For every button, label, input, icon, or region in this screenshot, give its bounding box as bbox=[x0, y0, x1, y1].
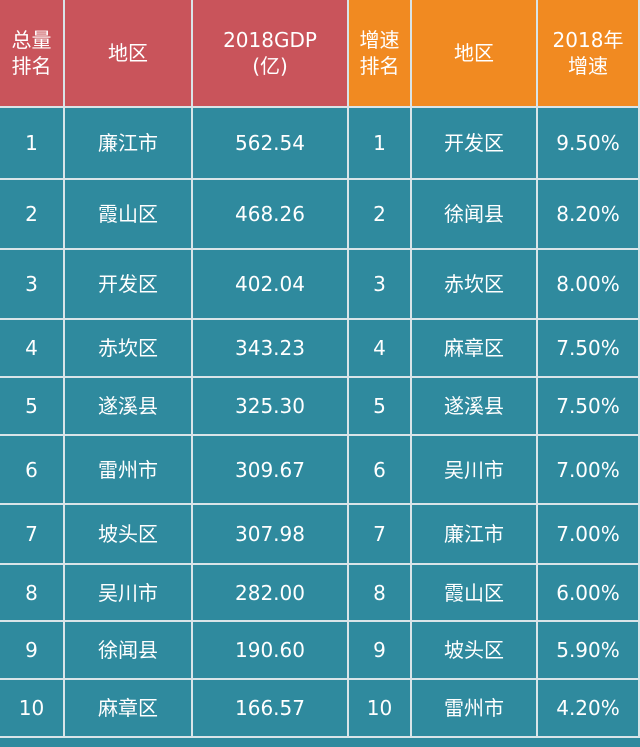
table-cell: 6.00% bbox=[538, 565, 640, 622]
table-cell: 4.20% bbox=[538, 680, 640, 738]
table-cell: 开发区 bbox=[412, 108, 538, 180]
table-cell: 7.50% bbox=[538, 320, 640, 378]
table-cell: 10 bbox=[349, 680, 412, 738]
table-cell: 遂溪县 bbox=[65, 378, 193, 436]
table-cell: 7.50% bbox=[538, 378, 640, 436]
table-cell: 7.00% bbox=[538, 505, 640, 565]
table-cell: 9 bbox=[0, 622, 65, 680]
table-cell: 徐闻县 bbox=[412, 180, 538, 250]
table-cell: 赤坎区 bbox=[65, 320, 193, 378]
table-cell: 9.50% bbox=[538, 108, 640, 180]
table-cell: 166.57 bbox=[193, 680, 349, 738]
table-cell: 廉江市 bbox=[412, 505, 538, 565]
table-cell: 468.26 bbox=[193, 180, 349, 250]
table-cell: 2 bbox=[349, 180, 412, 250]
header-cell: 2018GDP (亿) bbox=[193, 0, 349, 108]
table-cell: 8.20% bbox=[538, 180, 640, 250]
table-cell: 190.60 bbox=[193, 622, 349, 680]
table-cell: 吴川市 bbox=[65, 565, 193, 622]
trailing-row bbox=[0, 738, 640, 747]
table-cell: 1 bbox=[0, 108, 65, 180]
table-cell: 325.30 bbox=[193, 378, 349, 436]
table-cell: 坡头区 bbox=[65, 505, 193, 565]
table-cell: 402.04 bbox=[193, 250, 349, 320]
table-cell: 6 bbox=[0, 436, 65, 505]
table-cell: 7 bbox=[0, 505, 65, 565]
table-cell: 徐闻县 bbox=[65, 622, 193, 680]
table-cell: 赤坎区 bbox=[412, 250, 538, 320]
table-cell: 开发区 bbox=[65, 250, 193, 320]
table-cell: 8 bbox=[0, 565, 65, 622]
table-cell: 9 bbox=[349, 622, 412, 680]
table-cell: 5 bbox=[349, 378, 412, 436]
header-cell: 地区 bbox=[65, 0, 193, 108]
table-cell: 7.00% bbox=[538, 436, 640, 505]
header-cell: 地区 bbox=[412, 0, 538, 108]
table-cell: 遂溪县 bbox=[412, 378, 538, 436]
table-cell: 廉江市 bbox=[65, 108, 193, 180]
table-cell: 307.98 bbox=[193, 505, 349, 565]
table-cell: 5.90% bbox=[538, 622, 640, 680]
table-cell: 8.00% bbox=[538, 250, 640, 320]
table-cell: 2 bbox=[0, 180, 65, 250]
table-cell: 10 bbox=[0, 680, 65, 738]
table-cell: 霞山区 bbox=[412, 565, 538, 622]
header-cell: 总量 排名 bbox=[0, 0, 65, 108]
table-cell: 3 bbox=[349, 250, 412, 320]
table-cell: 4 bbox=[0, 320, 65, 378]
table-cell: 4 bbox=[349, 320, 412, 378]
table-cell: 麻章区 bbox=[65, 680, 193, 738]
header-cell: 2018年 增速 bbox=[538, 0, 640, 108]
table-cell: 282.00 bbox=[193, 565, 349, 622]
table-cell: 坡头区 bbox=[412, 622, 538, 680]
table-cell: 3 bbox=[0, 250, 65, 320]
table-cell: 雷州市 bbox=[412, 680, 538, 738]
table-cell: 霞山区 bbox=[65, 180, 193, 250]
table-cell: 8 bbox=[349, 565, 412, 622]
table-cell: 麻章区 bbox=[412, 320, 538, 378]
table-cell: 5 bbox=[0, 378, 65, 436]
table-cell: 雷州市 bbox=[65, 436, 193, 505]
header-cell: 增速 排名 bbox=[349, 0, 412, 108]
table-cell: 7 bbox=[349, 505, 412, 565]
table-cell: 6 bbox=[349, 436, 412, 505]
table-cell: 1 bbox=[349, 108, 412, 180]
table-cell: 343.23 bbox=[193, 320, 349, 378]
table-cell: 309.67 bbox=[193, 436, 349, 505]
table-cell: 562.54 bbox=[193, 108, 349, 180]
table-cell: 吴川市 bbox=[412, 436, 538, 505]
